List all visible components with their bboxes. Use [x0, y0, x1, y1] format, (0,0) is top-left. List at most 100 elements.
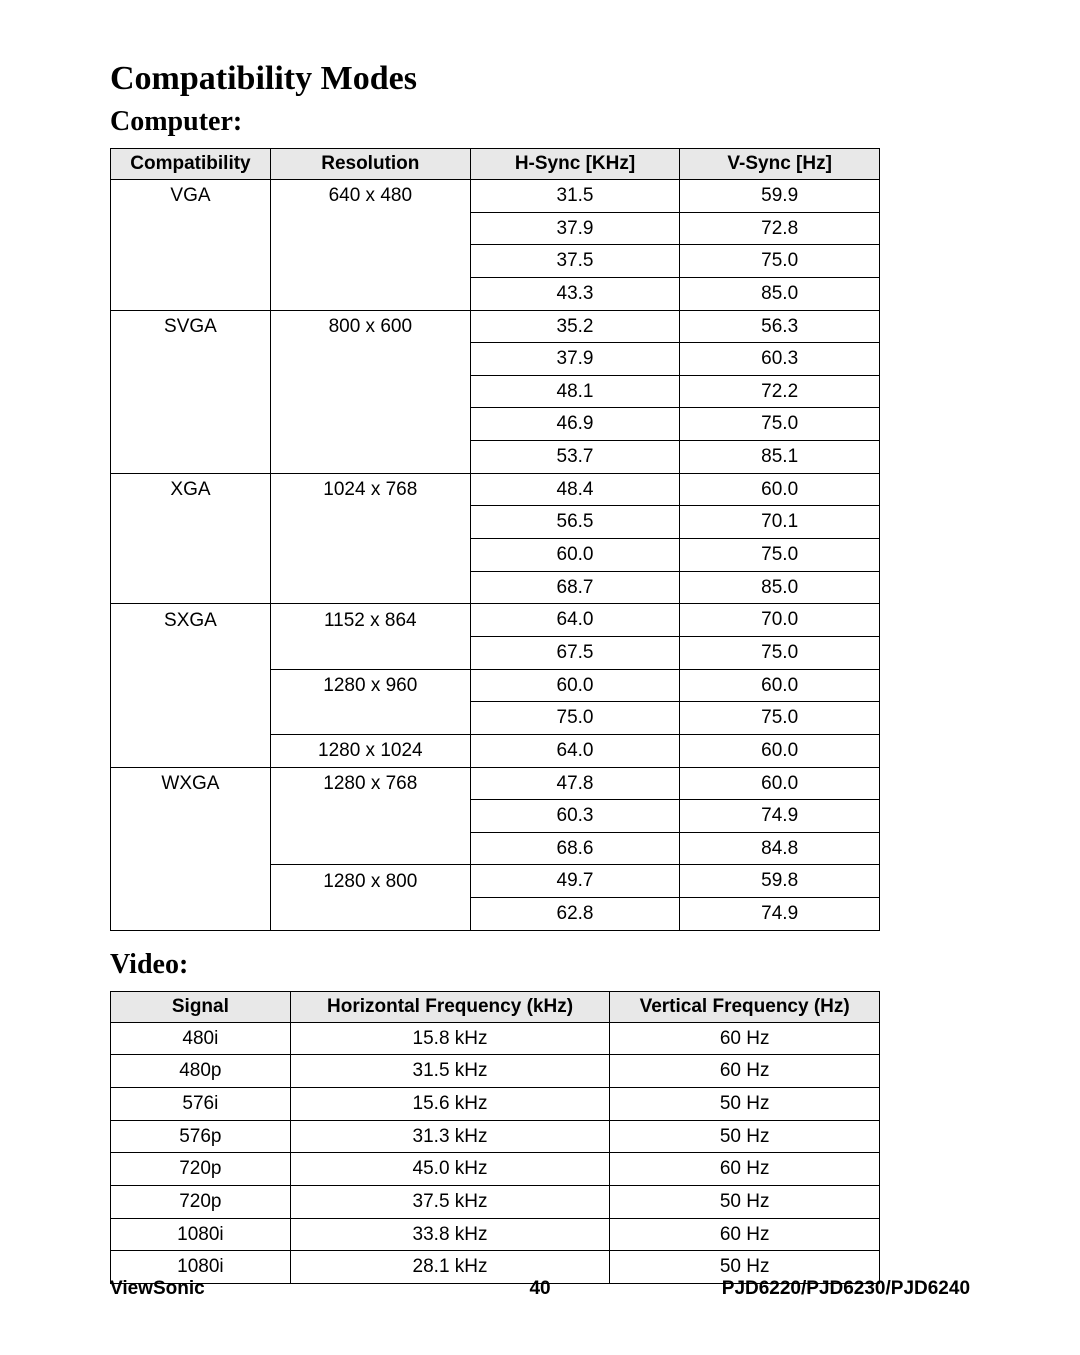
resolution-cell	[270, 343, 470, 376]
vsync-cell: 59.9	[680, 180, 880, 213]
vfreq-cell: 50 Hz	[610, 1185, 880, 1218]
compatibility-cell	[111, 669, 271, 702]
vsync-cell: 70.0	[680, 604, 880, 637]
hfreq-cell: 31.5 kHz	[290, 1055, 610, 1088]
resolution-cell	[270, 832, 470, 865]
vsync-cell: 84.8	[680, 832, 880, 865]
hfreq-cell: 37.5 kHz	[290, 1185, 610, 1218]
compatibility-cell	[111, 702, 271, 735]
resolution-cell: 640 x 480	[270, 180, 470, 213]
table-row: 75.075.0	[111, 702, 880, 735]
table-header: V-Sync [Hz]	[680, 149, 880, 180]
resolution-cell	[270, 800, 470, 833]
compatibility-cell: SVGA	[111, 310, 271, 343]
hsync-cell: 48.1	[470, 375, 680, 408]
compatibility-cell: WXGA	[111, 767, 271, 800]
signal-cell: 576p	[111, 1120, 291, 1153]
compatibility-cell	[111, 800, 271, 833]
hsync-cell: 31.5	[470, 180, 680, 213]
hsync-cell: 43.3	[470, 277, 680, 310]
vsync-cell: 60.0	[680, 767, 880, 800]
footer-model: PJD6220/PJD6230/PJD6240	[683, 1278, 970, 1300]
vfreq-cell: 60 Hz	[610, 1153, 880, 1186]
vsync-cell: 59.8	[680, 865, 880, 898]
table-row: 60.075.0	[111, 539, 880, 572]
vsync-cell: 60.3	[680, 343, 880, 376]
resolution-cell	[270, 441, 470, 474]
compatibility-cell	[111, 636, 271, 669]
table-header: Signal	[111, 991, 291, 1022]
table-row: 68.785.0	[111, 571, 880, 604]
hsync-cell: 35.2	[470, 310, 680, 343]
vfreq-cell: 50 Hz	[610, 1120, 880, 1153]
compatibility-cell	[111, 408, 271, 441]
hsync-cell: 49.7	[470, 865, 680, 898]
compatibility-cell	[111, 832, 271, 865]
vsync-cell: 74.9	[680, 898, 880, 931]
vfreq-cell: 60 Hz	[610, 1218, 880, 1251]
vsync-cell: 85.0	[680, 277, 880, 310]
signal-cell: 576i	[111, 1088, 291, 1121]
table-row: XGA1024 x 76848.460.0	[111, 473, 880, 506]
vsync-cell: 75.0	[680, 636, 880, 669]
hsync-cell: 60.3	[470, 800, 680, 833]
table-row: 37.960.3	[111, 343, 880, 376]
compatibility-cell: SXGA	[111, 604, 271, 637]
hsync-cell: 62.8	[470, 898, 680, 931]
compatibility-cell: VGA	[111, 180, 271, 213]
hfreq-cell: 31.3 kHz	[290, 1120, 610, 1153]
hsync-cell: 56.5	[470, 506, 680, 539]
hfreq-cell: 33.8 kHz	[290, 1218, 610, 1251]
resolution-cell: 1280 x 768	[270, 767, 470, 800]
vsync-cell: 56.3	[680, 310, 880, 343]
table-row: SVGA800 x 60035.256.3	[111, 310, 880, 343]
resolution-cell	[270, 571, 470, 604]
compatibility-cell	[111, 245, 271, 278]
table-row: 720p37.5 kHz50 Hz	[111, 1185, 880, 1218]
table-header: Resolution	[270, 149, 470, 180]
table-row: 1280 x 102464.060.0	[111, 734, 880, 767]
vsync-cell: 72.2	[680, 375, 880, 408]
compatibility-cell	[111, 539, 271, 572]
table-row: 53.785.1	[111, 441, 880, 474]
resolution-cell	[270, 539, 470, 572]
page-title: Compatibility Modes	[110, 60, 970, 98]
table-row: 576p31.3 kHz50 Hz	[111, 1120, 880, 1153]
hsync-cell: 60.0	[470, 539, 680, 572]
vsync-cell: 75.0	[680, 245, 880, 278]
compatibility-cell	[111, 898, 271, 931]
resolution-cell	[270, 375, 470, 408]
footer-brand: ViewSonic	[110, 1278, 397, 1300]
table-row: 48.172.2	[111, 375, 880, 408]
compatibility-cell	[111, 375, 271, 408]
table-row: 1280 x 80049.759.8	[111, 865, 880, 898]
footer-page-number: 40	[397, 1278, 684, 1300]
table-row: 43.385.0	[111, 277, 880, 310]
table-row: VGA640 x 48031.559.9	[111, 180, 880, 213]
page-footer: ViewSonic 40 PJD6220/PJD6230/PJD6240	[110, 1278, 970, 1300]
resolution-cell	[270, 212, 470, 245]
table-row: 1080i33.8 kHz60 Hz	[111, 1218, 880, 1251]
table-row: 720p45.0 kHz60 Hz	[111, 1153, 880, 1186]
compatibility-cell	[111, 734, 271, 767]
table-row: 37.575.0	[111, 245, 880, 278]
table-row: 60.374.9	[111, 800, 880, 833]
table-row: 576i15.6 kHz50 Hz	[111, 1088, 880, 1121]
hsync-cell: 53.7	[470, 441, 680, 474]
compatibility-cell	[111, 343, 271, 376]
hsync-cell: 60.0	[470, 669, 680, 702]
section-computer-heading: Computer:	[110, 106, 970, 138]
vsync-cell: 85.0	[680, 571, 880, 604]
resolution-cell: 1024 x 768	[270, 473, 470, 506]
table-row: SXGA1152 x 86464.070.0	[111, 604, 880, 637]
hsync-cell: 48.4	[470, 473, 680, 506]
compatibility-cell	[111, 571, 271, 604]
hsync-cell: 37.9	[470, 212, 680, 245]
resolution-cell	[270, 245, 470, 278]
table-row: WXGA1280 x 76847.860.0	[111, 767, 880, 800]
table-header: Horizontal Frequency (kHz)	[290, 991, 610, 1022]
hsync-cell: 64.0	[470, 734, 680, 767]
hsync-cell: 37.9	[470, 343, 680, 376]
signal-cell: 1080i	[111, 1218, 291, 1251]
signal-cell: 720p	[111, 1185, 291, 1218]
